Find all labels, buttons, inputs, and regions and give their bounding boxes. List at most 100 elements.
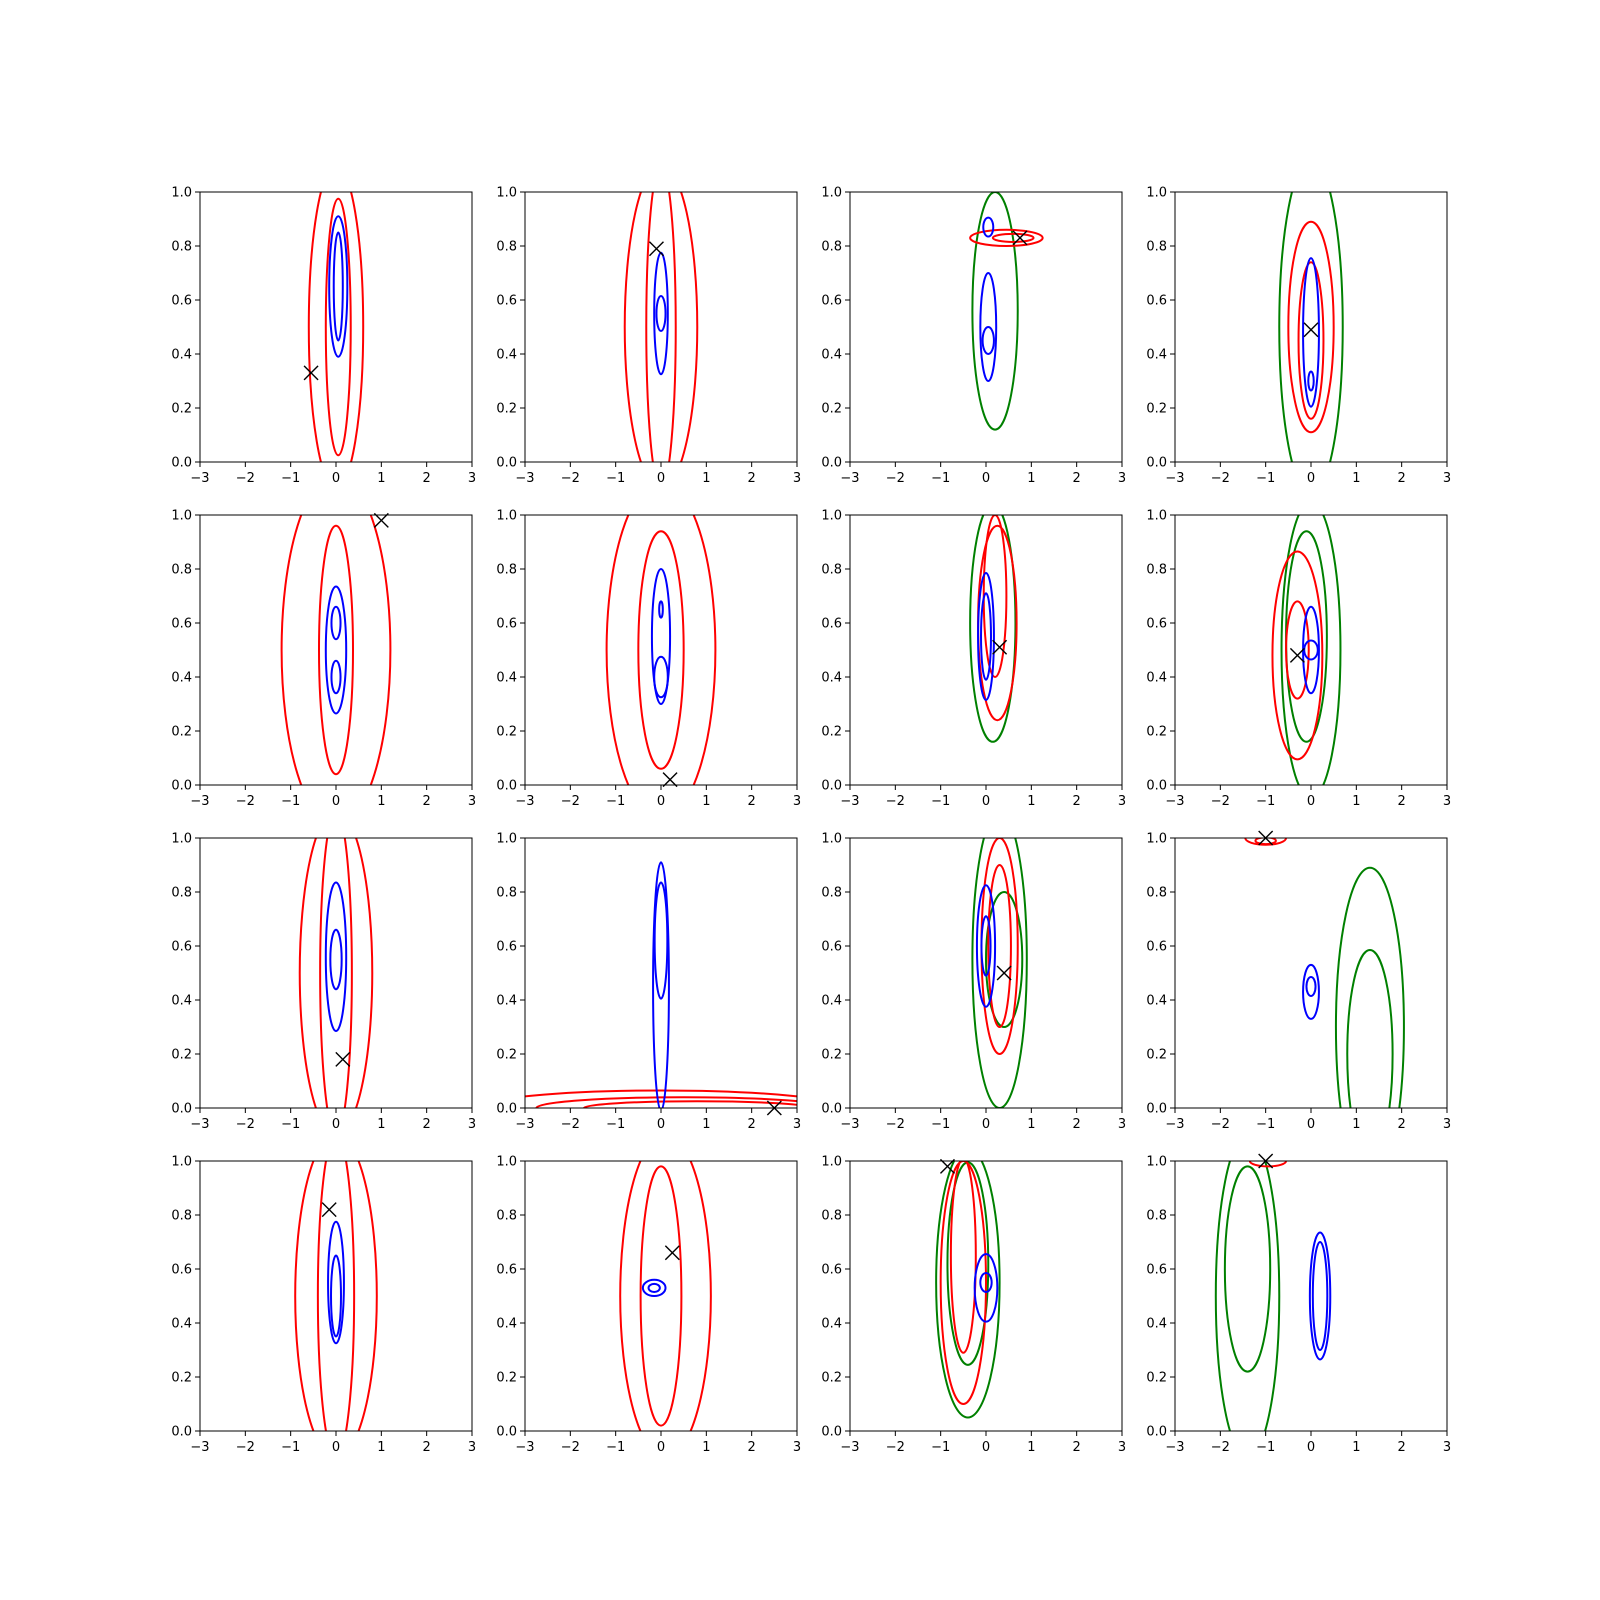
red-contour-1: [280, 515, 392, 785]
x-tick-label: −1: [1256, 794, 1275, 809]
y-tick-label: 0.6: [1146, 294, 1167, 309]
blue-contour-5: [1302, 963, 1320, 1020]
blue-contour-3: [324, 881, 348, 1033]
marker-x: [303, 365, 319, 381]
contour-group: [605, 515, 717, 785]
red-contour-1: [294, 1161, 378, 1431]
y-tick-label: 0.4: [496, 1317, 517, 1332]
y-tick-label: 0.8: [496, 1209, 517, 1224]
y-tick-label: 0.8: [496, 240, 517, 255]
y-tick-label: 0.8: [496, 563, 517, 578]
y-tick-label: 0.4: [821, 994, 842, 1009]
x-tick-label: 1: [1352, 1440, 1360, 1455]
red-contour-4: [949, 1161, 977, 1354]
x-tick-label: −3: [1165, 1117, 1184, 1132]
axes-frame: [524, 191, 798, 463]
x-tick-label: 0: [982, 1440, 990, 1455]
blue-contour-5: [653, 881, 669, 1000]
x-tick-label: 1: [702, 471, 710, 486]
y-tick-label: 0.6: [821, 294, 842, 309]
red-contour-4: [1285, 600, 1310, 700]
x-tick-label: −3: [1165, 794, 1184, 809]
x-tick-label: −1: [606, 471, 625, 486]
x-tick-label: 0: [657, 471, 665, 486]
x-tick-label: 1: [702, 1117, 710, 1132]
green-contour-1: [1280, 515, 1342, 785]
y-tick-label: 0.6: [1146, 940, 1167, 955]
x-tick-label: 3: [1118, 1440, 1126, 1455]
x-tick-label: 3: [1443, 1117, 1451, 1132]
green-contour-1: [969, 515, 1017, 743]
x-tick-label: 2: [423, 794, 431, 809]
y-tick-label: 0.8: [1146, 1209, 1167, 1224]
blue-contour-6: [1303, 639, 1319, 661]
marker-x: [648, 241, 664, 257]
subplot-8: −3 −2 −1 0 1 2 3 0.0 0.2 0.4 0.6 0.8 1.0: [1146, 509, 1451, 810]
contour-group: [525, 861, 797, 1108]
x-tick-label: 2: [748, 471, 756, 486]
x-tick-label: −2: [561, 471, 580, 486]
y-tick-label: 0.6: [821, 617, 842, 632]
subplot-14: −3 −2 −1 0 1 2 3 0.0 0.2 0.4 0.6 0.8 1.0: [496, 1155, 801, 1456]
y-tick-label: 1.0: [496, 186, 517, 201]
y-tick-label: 0.4: [1146, 671, 1167, 686]
y-tick-label: 0.6: [1146, 617, 1167, 632]
y-tick-label: 0.0: [1146, 1102, 1167, 1117]
y-tick-label: 1.0: [496, 509, 517, 524]
y-tick-label: 0.0: [1146, 779, 1167, 794]
x-tick-label: 3: [793, 794, 801, 809]
y-tick-label: 0.6: [171, 940, 192, 955]
x-tick-label: 2: [1398, 471, 1406, 486]
blue-contour-5: [330, 659, 342, 695]
subplot-12: −3 −2 −1 0 1 2 3 0.0 0.2 0.4 0.6 0.8 1.0: [1146, 830, 1451, 1132]
x-tick-label: −2: [561, 794, 580, 809]
marker-x: [992, 639, 1008, 655]
y-tick-label: 0.6: [171, 1263, 192, 1278]
red-contour-3: [582, 1100, 797, 1108]
blue-contour-4: [647, 1282, 661, 1293]
x-tick-label: 1: [1027, 471, 1035, 486]
contour-group: [1214, 1161, 1332, 1431]
blue-contour-4: [332, 231, 344, 342]
x-tick-label: −1: [606, 794, 625, 809]
blue-contour-3: [328, 215, 349, 358]
red-contour-2: [318, 524, 354, 776]
x-tick-label: 3: [1118, 1117, 1126, 1132]
subplot-5: −3 −2 −1 0 1 2 3 0.0 0.2 0.4 0.6 0.8 1.0: [171, 509, 476, 810]
blue-contour-4: [652, 861, 670, 1108]
x-tick-label: −1: [1256, 1440, 1275, 1455]
red-contour-4: [1254, 838, 1277, 846]
red-contour-1: [525, 1089, 797, 1098]
axes-frame: [199, 1160, 473, 1432]
blue-contour-3: [324, 585, 348, 715]
x-tick-label: −2: [561, 1117, 580, 1132]
subplot-16: −3 −2 −1 0 1 2 3 0.0 0.2 0.4 0.6 0.8 1.0: [1146, 1153, 1451, 1455]
y-tick-label: 0.0: [496, 456, 517, 471]
y-tick-label: 0.2: [496, 402, 517, 417]
x-tick-label: 2: [423, 471, 431, 486]
contour-group: [1244, 838, 1405, 1108]
marker-x: [373, 512, 389, 528]
red-contour-2: [324, 197, 352, 457]
x-tick-label: −3: [840, 471, 859, 486]
x-tick-label: 2: [423, 1440, 431, 1455]
y-tick-label: 0.2: [1146, 1371, 1167, 1386]
x-tick-label: 2: [1398, 1117, 1406, 1132]
y-tick-label: 0.8: [171, 886, 192, 901]
x-tick-label: 3: [468, 1440, 476, 1455]
x-tick-label: 0: [332, 1440, 340, 1455]
y-tick-label: 0.4: [171, 1317, 192, 1332]
green-contour-1: [971, 838, 1028, 1108]
y-tick-label: 0.4: [171, 348, 192, 363]
y-tick-label: 0.2: [496, 725, 517, 740]
axes-frame: [524, 837, 798, 1109]
y-tick-label: 0.0: [171, 1102, 192, 1117]
x-tick-label: −2: [1211, 1440, 1230, 1455]
blue-contour-4: [330, 605, 342, 641]
marker-x: [1289, 647, 1305, 663]
x-tick-label: −3: [1165, 1440, 1184, 1455]
x-tick-label: −2: [236, 1440, 255, 1455]
blue-contour-5: [975, 884, 997, 1008]
x-tick-label: 1: [377, 471, 385, 486]
